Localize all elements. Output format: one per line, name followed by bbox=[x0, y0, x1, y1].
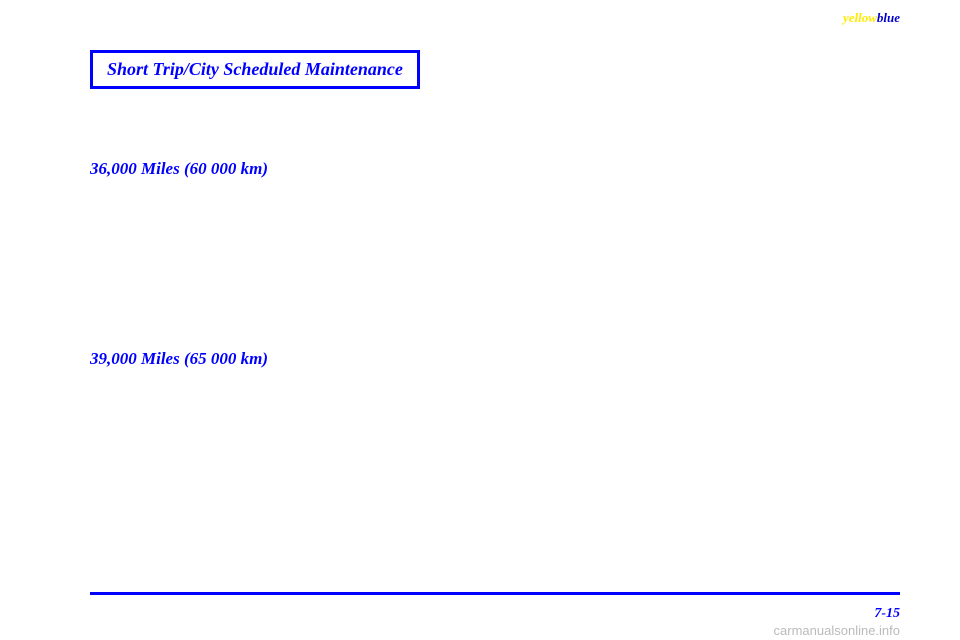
title-box: Short Trip/City Scheduled Maintenance bbox=[90, 50, 420, 89]
page-container: yellowblue Short Trip/City Scheduled Mai… bbox=[0, 0, 960, 640]
header-label-yellow: yellow bbox=[843, 10, 877, 25]
header-label-blue: blue bbox=[877, 10, 900, 25]
header-color-label: yellowblue bbox=[843, 10, 900, 26]
page-title: Short Trip/City Scheduled Maintenance bbox=[107, 59, 403, 79]
page-number: 7-15 bbox=[874, 606, 900, 622]
section-heading-2: 39,000 Miles (65 000 km) bbox=[90, 349, 900, 369]
bottom-divider bbox=[90, 592, 900, 595]
section-heading-1: 36,000 Miles (60 000 km) bbox=[90, 159, 900, 179]
watermark-text: carmanualsonline.info bbox=[774, 623, 900, 638]
